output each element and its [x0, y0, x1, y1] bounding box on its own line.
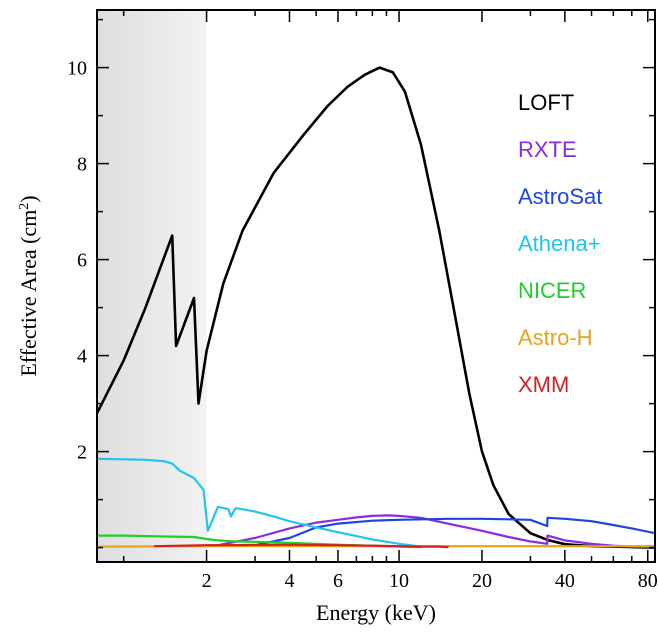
- legend-entry-astro-h: Astro-H: [518, 325, 593, 350]
- y-tick-label: 4: [77, 346, 87, 368]
- y-tick-label: 10: [67, 58, 87, 80]
- series-line-xmm: [154, 543, 449, 549]
- legend: LOFT RXTE AstroSat Athena+ NICER Astro-H XMM: [518, 90, 602, 397]
- x-tick-label: 4: [284, 570, 294, 592]
- legend-entry-astrosat: AstroSat: [518, 184, 602, 209]
- soft-band-shaded-region: [97, 10, 207, 562]
- legend-entry-rxte: RXTE: [518, 137, 577, 162]
- x-tick-label: 40: [555, 570, 575, 592]
- ticks-layer: 2 4 6 10 20 40 80 2 4 6 8 10: [67, 10, 658, 592]
- y-axis-label-main: Effective Area (cm: [16, 210, 41, 377]
- x-tick-label: 2: [202, 570, 212, 592]
- y-axis-label: Effective Area (cm2): [16, 195, 41, 376]
- x-tick-label: 80: [638, 570, 658, 592]
- y-tick-label: 6: [77, 250, 87, 272]
- plot-frame: [96, 9, 656, 563]
- y-axis-label-tail: ): [16, 195, 41, 202]
- series-line-astrosat: [254, 516, 655, 547]
- x-tick-label: 20: [472, 570, 492, 592]
- legend-entry-nicer: NICER: [518, 278, 586, 303]
- legend-entry-xmm: XMM: [518, 372, 569, 397]
- legend-entry-loft: LOFT: [518, 90, 574, 115]
- x-tick-label: 10: [389, 570, 409, 592]
- series-line-loft: [97, 66, 655, 549]
- series-layer: [97, 66, 655, 549]
- series-line-athena: [97, 457, 422, 548]
- x-axis-label: Energy (keV): [316, 600, 436, 625]
- y-tick-label: 8: [77, 154, 87, 176]
- y-tick-label: 2: [77, 442, 87, 464]
- y-axis-label-superscript: 2: [17, 203, 32, 210]
- x-tick-label: 6: [333, 570, 343, 592]
- series-line-rxte: [216, 514, 655, 549]
- legend-entry-athena: Athena+: [518, 231, 601, 256]
